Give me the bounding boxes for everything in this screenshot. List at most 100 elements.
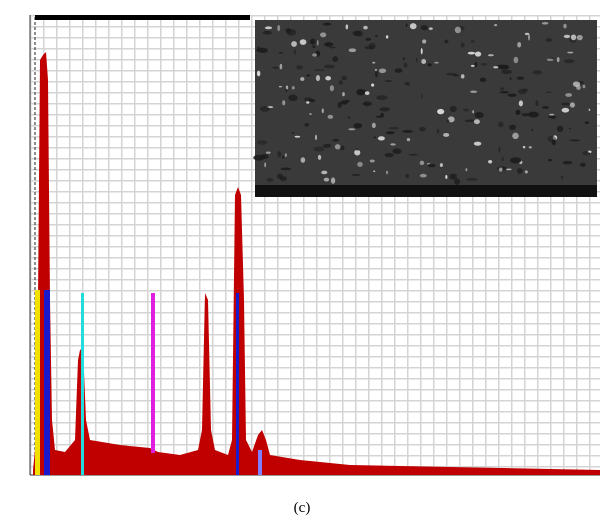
sem-speck	[512, 132, 519, 140]
sem-speck	[446, 119, 450, 123]
sem-speck	[499, 91, 510, 94]
sem-speck	[474, 51, 482, 57]
sem-speck	[563, 59, 575, 64]
sem-speck	[569, 102, 575, 108]
sem-speck	[405, 23, 408, 28]
sem-speck	[291, 41, 297, 47]
sem-speck	[547, 135, 557, 143]
sem-speck	[562, 160, 573, 165]
sem-speck	[572, 81, 581, 87]
sem-speck	[272, 66, 279, 69]
sem-speck	[582, 84, 586, 89]
sem-speck	[323, 177, 330, 182]
sem-speck	[345, 24, 349, 30]
sem-speck	[570, 34, 577, 41]
sem-speck	[497, 121, 504, 128]
sem-speck	[524, 32, 530, 36]
sem-speck	[348, 116, 350, 119]
sem-speck	[313, 69, 326, 71]
sem-speck	[342, 92, 345, 97]
sem-speck	[545, 38, 553, 42]
sem-speck	[561, 107, 570, 113]
sem-speck	[279, 63, 283, 70]
sem-speck	[371, 83, 375, 87]
sem-speck	[588, 108, 591, 111]
sem-speck	[337, 101, 342, 108]
sem-speck	[265, 151, 271, 154]
sem-speck	[258, 47, 268, 54]
sem-speck	[279, 176, 287, 182]
sem-speck	[315, 134, 317, 141]
sem-speck	[371, 122, 376, 129]
sem-speck	[315, 75, 320, 82]
sem-speck	[563, 34, 571, 39]
sem-speck	[427, 163, 436, 168]
sem-speck	[565, 93, 573, 97]
sem-speck	[309, 40, 313, 44]
sem-speck	[509, 157, 522, 164]
sem-speck	[494, 24, 498, 27]
sem-speck	[515, 109, 521, 116]
sem-speck	[321, 170, 328, 175]
sem-speck	[522, 145, 526, 149]
sem-speck	[313, 146, 325, 152]
sem-speck	[355, 148, 359, 151]
sem-speck	[377, 136, 385, 141]
sem-speck	[388, 126, 399, 130]
sem-speck	[284, 153, 287, 157]
sem-speck	[501, 69, 512, 75]
sem-speck	[364, 45, 374, 50]
sem-speck	[253, 154, 265, 161]
sem-speck	[454, 26, 462, 34]
sem-speck	[415, 57, 418, 63]
sem-speck	[420, 48, 423, 55]
sem-speck	[384, 153, 394, 158]
sem-speck	[329, 85, 335, 92]
sem-speck	[402, 129, 414, 133]
sem-speck	[556, 57, 560, 63]
sem-speck	[348, 48, 357, 53]
sem-speck	[348, 128, 356, 131]
sem-speck	[291, 131, 295, 134]
sem-speck	[498, 167, 503, 172]
sem-speck	[569, 139, 581, 142]
sem-speck	[567, 51, 574, 54]
sem-speck	[516, 76, 525, 80]
sem-speck	[329, 46, 336, 49]
sem-speck	[561, 102, 571, 106]
sem-speck	[304, 122, 309, 127]
sem-speck	[264, 26, 273, 30]
sem-speck	[320, 32, 327, 38]
blue-line	[236, 293, 239, 475]
sem-speck	[379, 107, 391, 112]
blue-line	[44, 290, 50, 475]
sem-speck	[443, 132, 450, 137]
sem-speck	[546, 91, 552, 94]
sem-speck	[576, 34, 583, 41]
sem-speck	[357, 161, 363, 167]
sem-speck	[505, 168, 512, 171]
sem-speck	[509, 77, 512, 81]
sem-speck	[528, 146, 532, 149]
sem-speck	[470, 40, 475, 43]
sem-speck	[306, 101, 310, 104]
sem-speck	[394, 68, 403, 73]
sem-speck	[517, 88, 527, 95]
sem-speck	[324, 42, 334, 47]
sem-speck	[384, 80, 393, 83]
sem-speck	[262, 30, 272, 35]
sem-speck	[419, 160, 425, 166]
sem-speck	[406, 138, 411, 142]
sem-speck	[472, 110, 475, 114]
sem-speck	[568, 127, 572, 130]
sem-speck	[419, 126, 426, 132]
sem-speck	[452, 74, 460, 77]
sem-speck	[260, 106, 271, 112]
sem-speck	[325, 76, 332, 81]
sem-speck	[451, 173, 458, 181]
sem-speck	[322, 143, 332, 148]
sem-speck	[501, 157, 504, 162]
sem-speck	[282, 100, 286, 106]
sem-speck	[264, 162, 267, 168]
sem-speck	[513, 56, 519, 64]
